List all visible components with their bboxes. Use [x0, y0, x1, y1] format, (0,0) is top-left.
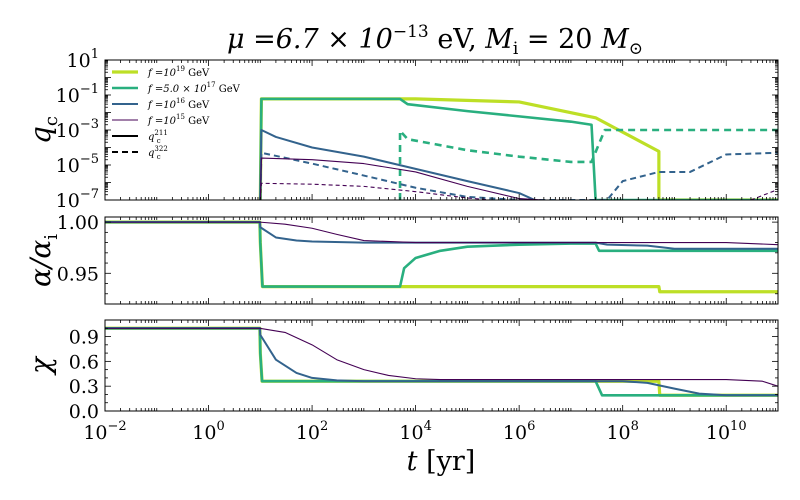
y-tick-label: 10−5	[56, 152, 99, 177]
legend-label: f =1016 GeV	[147, 97, 210, 111]
y-tick-label: 0.6	[69, 351, 99, 373]
y-tick-label: 0.0	[69, 401, 99, 423]
x-tick-label: 10−2	[83, 419, 126, 444]
y-axis-label-top: qc	[24, 116, 62, 144]
x-tick-label: 104	[399, 419, 431, 444]
series-group	[105, 326, 778, 397]
x-tick-label: 100	[192, 419, 224, 444]
y-tick-label: 10−1	[56, 82, 99, 107]
y-tick-label: 0.3	[69, 376, 99, 398]
series-line-bottom-1	[105, 326, 778, 397]
y-axis-label-middle: α/αi	[24, 234, 62, 287]
series-line-top-5	[259, 157, 544, 200]
series-group	[258, 97, 778, 200]
panel-top: 101 10−1 10−3 10−5 10−7 qc	[24, 47, 779, 212]
y-tick-label: 0.9	[69, 327, 99, 349]
y-tick-label: 10−7	[56, 187, 99, 212]
y-tick-label: 10−3	[56, 117, 99, 142]
series-line-bottom-2	[105, 327, 778, 397]
plot-frame	[104, 319, 779, 412]
series-line-top-7	[750, 188, 778, 200]
series-line-middle-0	[105, 220, 778, 294]
series-line-top-4	[259, 151, 778, 200]
x-tick-label: 1010	[706, 419, 747, 444]
legend-label: f =1015 GeV	[147, 113, 210, 127]
plot-frame	[104, 216, 779, 305]
y-tick-label: 1.00	[57, 212, 99, 234]
series-line-middle-2	[105, 221, 778, 250]
series-line-top-6	[259, 182, 493, 200]
chart-title: μ =6.7 × 10−13 eV, Mi = 20 M⊙	[227, 22, 643, 59]
legend-label: f =5.0 × 1017 GeV	[147, 81, 241, 95]
x-axis-label: t [yr]	[407, 446, 476, 477]
legend-label: q211 c	[148, 129, 168, 145]
legend-label: f =1019 GeV	[147, 65, 210, 79]
panel-middle: 1.00 0.95α/αi	[24, 212, 779, 305]
y-tick-label: 0.95	[57, 263, 99, 285]
series-line-top-1	[259, 97, 778, 200]
x-tick-label: 108	[606, 419, 638, 444]
legend: f =1019 GeV f =5.0 × 1017 GeV f =1016 GeV f…	[112, 65, 241, 161]
series-group	[105, 220, 778, 294]
series-line-top-2	[398, 128, 778, 200]
series-line-bottom-3	[105, 327, 778, 387]
y-axis-label-bottom: χ	[24, 355, 57, 376]
series-line-bottom-0	[105, 326, 778, 397]
series-line-top-3	[259, 129, 536, 200]
x-tick-label: 102	[296, 419, 328, 444]
series-line-middle-1	[105, 220, 778, 288]
series-line-middle-3	[105, 221, 778, 246]
x-tick-label: 106	[503, 419, 535, 444]
legend-label: q322 c	[148, 145, 168, 161]
y-tick-label: 101	[67, 47, 99, 72]
panel-bottom: 0.90.6 0.3 0.0 χ	[24, 319, 779, 423]
